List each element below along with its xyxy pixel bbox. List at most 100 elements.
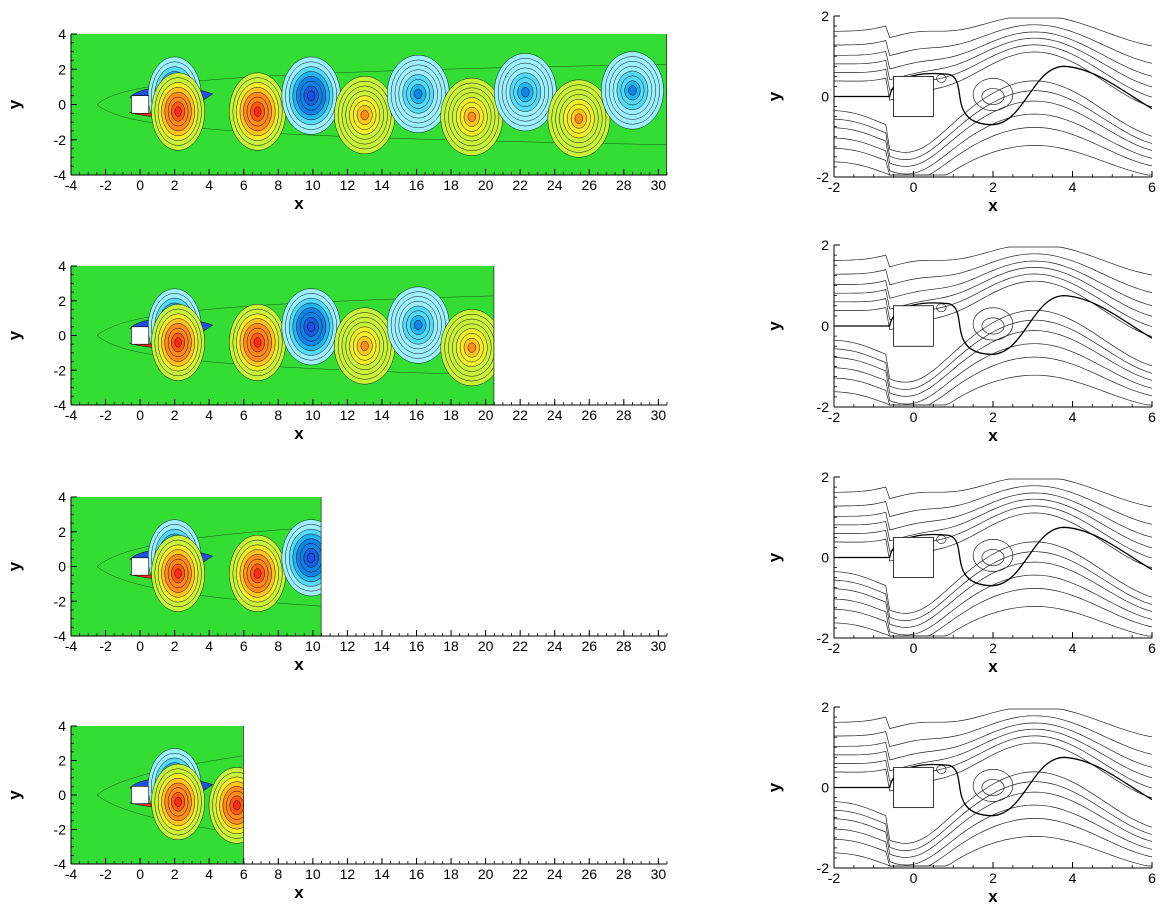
x-tick-label: 18	[443, 407, 459, 423]
streamline	[834, 588, 1152, 637]
x-tick-label: 4	[1069, 640, 1077, 656]
x-tick-label: 8	[274, 866, 282, 882]
x-axis-label: x	[294, 194, 304, 213]
x-tick-label: 12	[340, 866, 356, 882]
recirculation-loop	[972, 539, 1014, 572]
x-tick-label: 24	[547, 177, 563, 193]
x-tick-label: 28	[616, 407, 632, 423]
x-tick-label: 0	[910, 409, 918, 425]
x-tick-label: 6	[1148, 179, 1156, 195]
x-tick-label: 0	[910, 870, 918, 886]
streamline	[834, 260, 1152, 306]
y-tick-label: -2	[817, 169, 830, 185]
x-axis-label: x	[294, 883, 304, 902]
corner-eddy	[936, 535, 947, 544]
vortex-contour	[521, 87, 530, 98]
streamline	[834, 541, 1152, 614]
y-axis-label: y	[765, 91, 784, 101]
x-tick-label: -4	[65, 638, 78, 654]
streamline	[834, 330, 1152, 397]
y-tick-label: 0	[58, 328, 66, 344]
streamline	[834, 722, 1152, 768]
y-tick-label: 0	[821, 89, 829, 105]
x-tick-label: 24	[547, 407, 563, 423]
x-tick-label: 22	[512, 407, 528, 423]
x-axis-label: x	[988, 196, 998, 215]
negative-vortex	[386, 286, 450, 364]
y-axis-label: y	[5, 561, 24, 571]
streamline	[834, 253, 1152, 293]
positive-vortex	[151, 763, 206, 841]
streamline	[834, 742, 1152, 799]
x-tick-label: 28	[616, 177, 632, 193]
x-tick-label: 16	[409, 866, 425, 882]
recirculation-loop	[981, 549, 1005, 566]
streamlines	[834, 17, 1152, 176]
square-cylinder	[893, 536, 934, 579]
streamline	[834, 708, 1152, 738]
vortex-contour	[628, 85, 637, 96]
x-tick-label: 12	[340, 177, 356, 193]
x-tick-label: 2	[171, 638, 179, 654]
positive-vortex	[547, 79, 611, 158]
x-tick-label: -4	[65, 866, 78, 882]
vortex-contour	[233, 800, 241, 811]
streamline	[834, 561, 1152, 628]
x-tick-label: 0	[910, 179, 918, 195]
y-tick-label: 2	[58, 293, 66, 309]
x-tick-label: 14	[374, 866, 390, 882]
streamline	[834, 804, 1152, 866]
vortex-contour	[414, 320, 423, 331]
positive-vortex	[334, 76, 396, 155]
streamline	[834, 728, 1152, 779]
vorticity-field	[71, 497, 322, 636]
y-tick-label: 0	[821, 780, 829, 796]
x-tick-label: 26	[581, 407, 597, 423]
streamline	[834, 319, 1152, 390]
x-tick-label: 24	[547, 866, 563, 882]
x-tick-label: 8	[274, 638, 282, 654]
vortex-contour	[253, 337, 262, 348]
x-axis-label: x	[294, 655, 304, 674]
y-tick-label: -2	[54, 362, 67, 378]
dividing-streamline	[834, 65, 1152, 126]
vortex-contour	[360, 340, 369, 351]
vorticity-field	[71, 266, 495, 405]
vortex-contour	[414, 88, 423, 99]
x-tick-label: 4	[205, 177, 213, 193]
streamline	[834, 280, 1152, 337]
x-tick-label: -2	[828, 870, 841, 886]
negative-vortex	[494, 53, 557, 132]
x-tick-label: 4	[205, 638, 213, 654]
streamline	[834, 90, 1152, 160]
x-tick-label: 20	[478, 407, 494, 423]
streamline	[834, 145, 1152, 176]
negative-vortex	[281, 519, 322, 597]
x-tick-label: 0	[136, 866, 144, 882]
x-tick-label: 30	[651, 866, 667, 882]
x-tick-label: 4	[1069, 409, 1077, 425]
vortex-contour	[174, 106, 182, 117]
vortex-contour	[467, 111, 476, 122]
y-tick-label: 4	[58, 258, 66, 274]
x-tick-label: 0	[910, 640, 918, 656]
x-tick-label: -2	[99, 638, 112, 654]
x-tick-label: -2	[828, 409, 841, 425]
x-tick-label: 22	[512, 177, 528, 193]
x-tick-label: -4	[65, 177, 78, 193]
y-tick-label: 2	[58, 524, 66, 540]
streamline	[834, 478, 1152, 508]
streamline	[834, 512, 1152, 569]
streamline	[834, 266, 1152, 317]
y-tick-label: 2	[821, 237, 829, 253]
vortex-contour	[467, 342, 476, 353]
y-tick-label: 4	[58, 489, 66, 505]
streamlines	[834, 478, 1152, 637]
x-tick-label: 28	[616, 866, 632, 882]
y-tick-label: -4	[54, 628, 67, 644]
positive-vortex	[229, 72, 287, 151]
x-tick-label: 4	[205, 866, 213, 882]
vortex-contour	[174, 796, 182, 807]
